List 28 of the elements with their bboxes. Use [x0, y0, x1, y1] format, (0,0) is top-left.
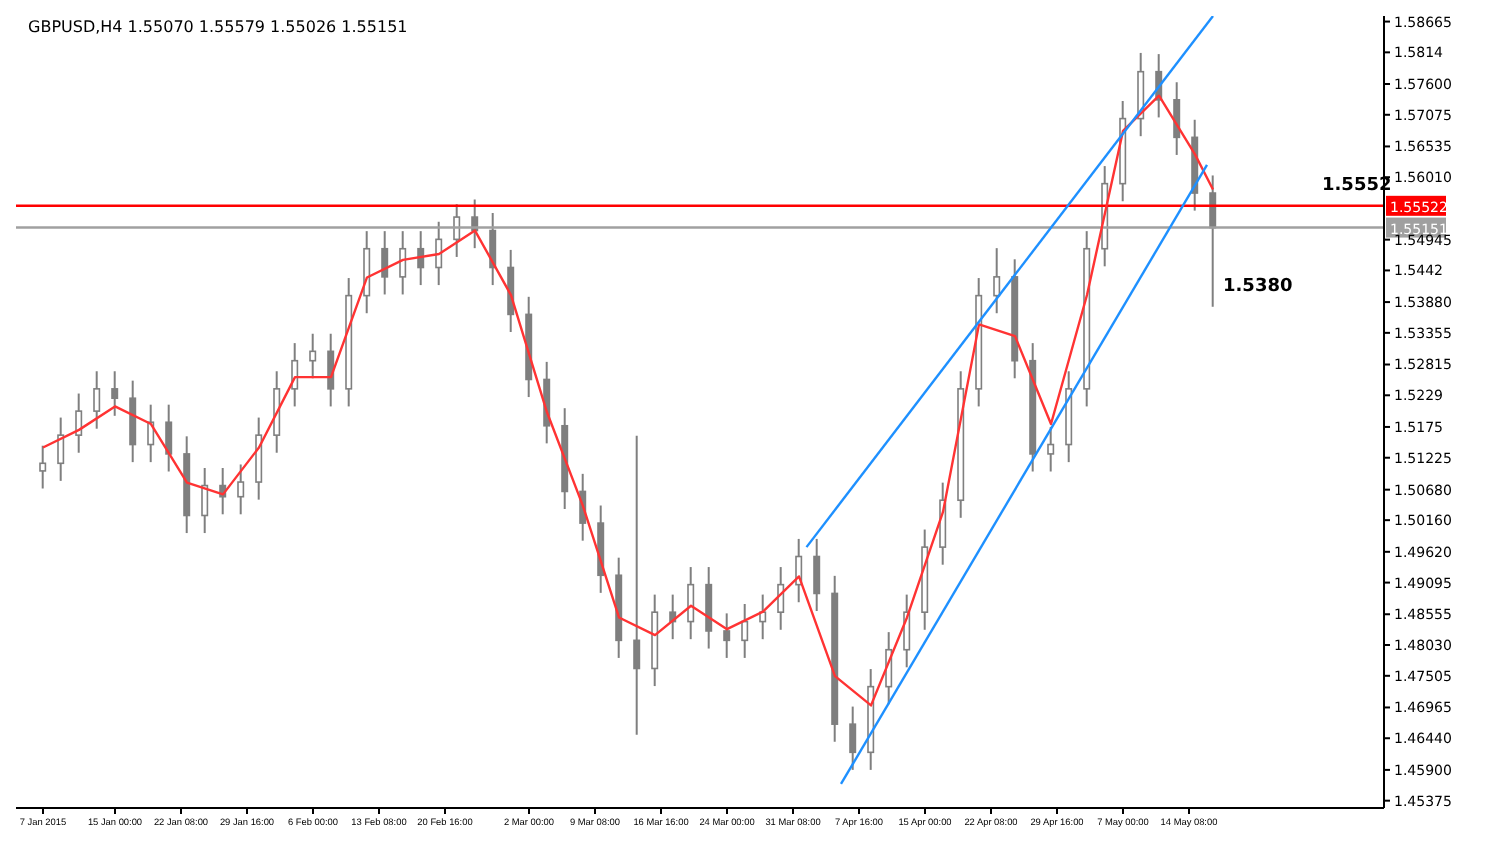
candlestick: [93, 370, 101, 430]
candlestick: [849, 705, 857, 771]
candlestick: [273, 370, 281, 454]
candlestick: [237, 463, 245, 516]
candlestick: [201, 466, 209, 535]
candlestick: [129, 379, 137, 464]
candlestick: [723, 612, 731, 659]
candlestick: [165, 403, 173, 473]
candlestick: [111, 370, 119, 417]
candlestick: [255, 416, 263, 501]
candlestick: [57, 416, 65, 482]
candlestick: [633, 434, 641, 736]
candlestick: [39, 444, 47, 490]
candlestick: [327, 332, 335, 408]
candlestick: [741, 602, 749, 659]
candlestick: [993, 247, 1001, 315]
candlestick: [399, 230, 407, 296]
candlestick: [687, 566, 695, 641]
candlestick: [435, 220, 443, 287]
candlestick: [381, 230, 389, 296]
candlestick: [1047, 425, 1055, 473]
candlestick: [309, 332, 317, 380]
chart-title: GBPUSD,H4 1.55070 1.55579 1.55026 1.55151: [28, 18, 408, 36]
candlestick: [75, 392, 83, 454]
candlestick: [705, 566, 713, 650]
annotation: 1.5380: [1223, 276, 1293, 297]
candlestick: [813, 537, 821, 613]
candlestick: [777, 566, 785, 631]
